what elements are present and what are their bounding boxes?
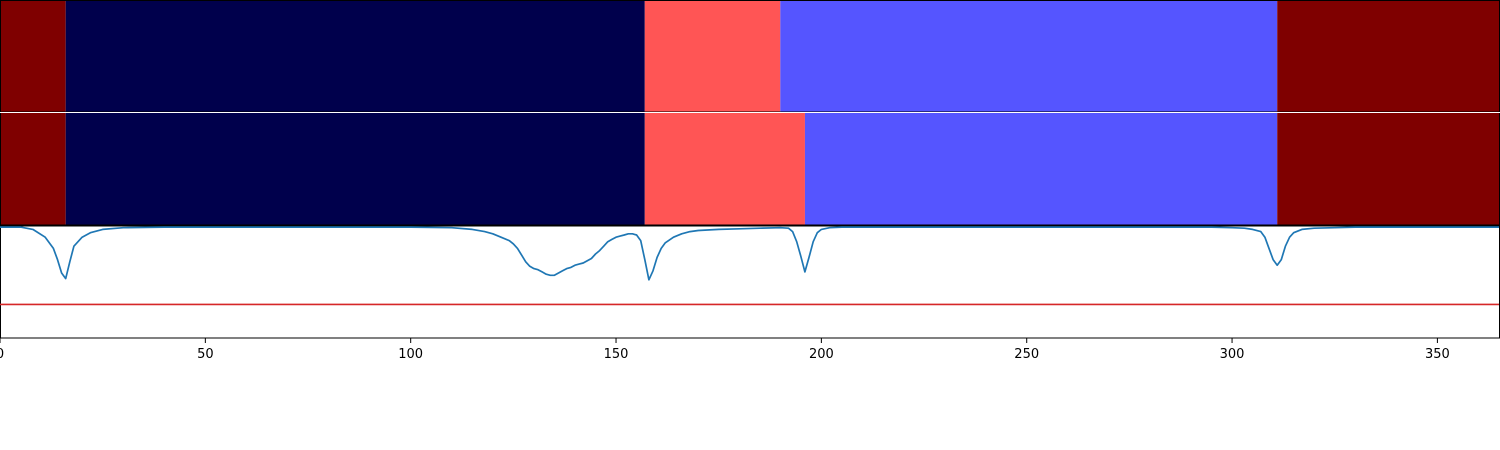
x-tick-label: 200 xyxy=(809,347,834,362)
band-segment xyxy=(0,1,66,112)
band-segment xyxy=(644,1,781,112)
x-tick-label: 250 xyxy=(1014,347,1039,362)
band-segment xyxy=(1277,1,1499,112)
band-segment xyxy=(65,1,645,112)
band-segment xyxy=(65,113,645,225)
band-segment xyxy=(0,113,66,225)
segmentation-band-bottom xyxy=(0,112,1500,226)
x-tick-label: 0 xyxy=(0,347,4,362)
x-axis: 0 50 100 150 200 250 300 350 xyxy=(0,338,1450,362)
band-segment xyxy=(780,1,1278,112)
band-segment xyxy=(644,113,805,225)
score-series-line xyxy=(0,226,1499,281)
segmentation-band-top xyxy=(0,0,1500,113)
x-tick-label: 150 xyxy=(604,347,629,362)
boundary-score-panel xyxy=(0,225,1500,339)
x-tick-label: 300 xyxy=(1220,347,1245,362)
score-frame xyxy=(0,225,1500,339)
x-tick-label: 100 xyxy=(398,347,423,362)
band-segment xyxy=(1277,113,1499,225)
band-segment xyxy=(804,113,1278,225)
x-tick-label: 350 xyxy=(1425,347,1450,362)
x-tick-label: 50 xyxy=(197,347,214,362)
